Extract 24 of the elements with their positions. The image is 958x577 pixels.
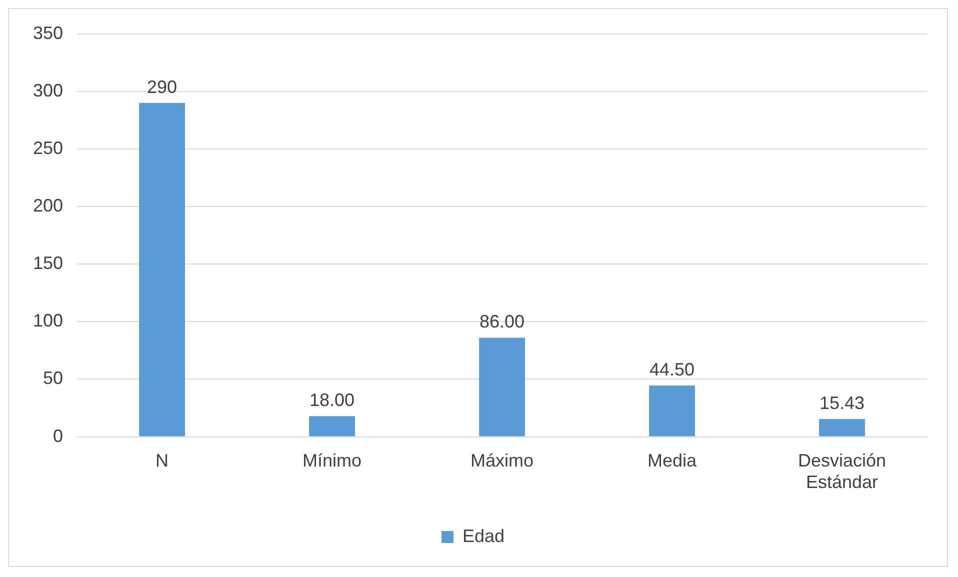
data-label: 290 (147, 76, 178, 97)
bar (309, 416, 355, 436)
legend-label: Edad (462, 526, 505, 546)
data-label: 15.43 (819, 393, 865, 413)
x-tick-label: Mínimo (302, 450, 362, 471)
bar (479, 338, 525, 436)
bar (649, 386, 695, 436)
y-tick-label: 350 (32, 22, 64, 43)
y-tick-label: 0 (53, 426, 64, 446)
data-label: 44.50 (649, 360, 695, 380)
x-tick-label: Media (647, 450, 698, 471)
data-label: 86.00 (479, 312, 525, 332)
y-tick-label: 300 (32, 80, 64, 100)
x-tick-label: N (156, 450, 169, 471)
y-tick-label: 50 (43, 368, 64, 388)
y-tick-label: 150 (32, 253, 64, 274)
data-label: 18.00 (310, 390, 355, 410)
y-tick-label: 250 (32, 138, 64, 158)
y-tick-label: 200 (32, 195, 64, 216)
bar (819, 419, 865, 436)
y-tick-label: 100 (32, 310, 64, 331)
x-tick-label: Máximo (470, 450, 534, 471)
bar (139, 102, 185, 436)
x-tick-label: Desviación Estándar (798, 450, 886, 492)
